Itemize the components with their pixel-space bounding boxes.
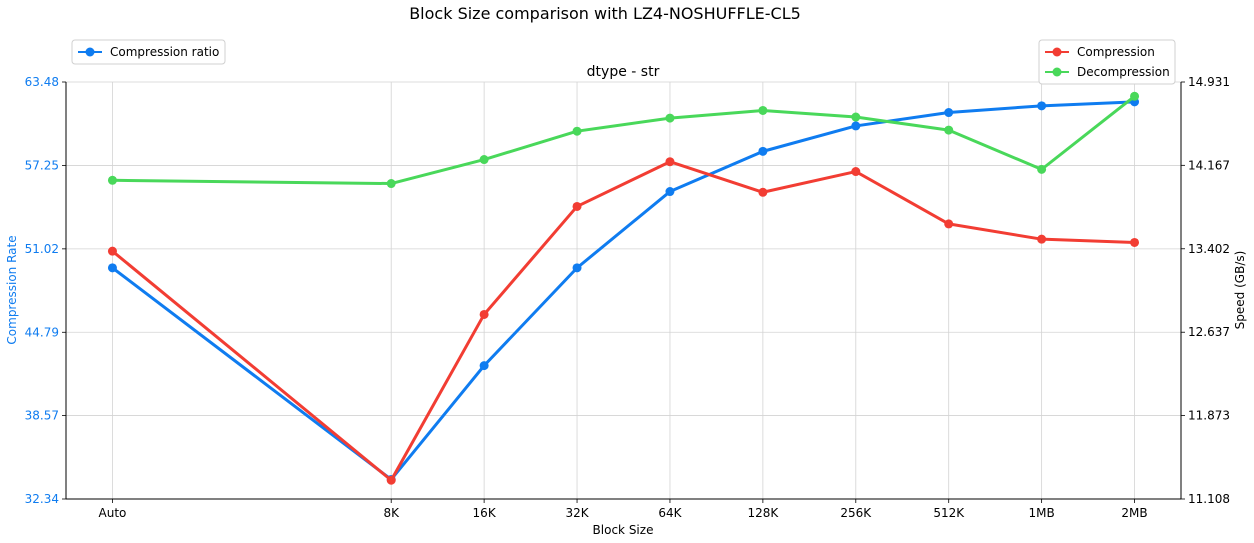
x-tick-label: 1MB (1029, 506, 1055, 520)
data-point-decompression (479, 155, 489, 165)
data-point-compression (479, 309, 489, 319)
grid-lines (66, 81, 1181, 500)
tick-labels: Auto 8K 16K 32K 64K 128K 256K 512K 1MB 2MB 32.34 38… (25, 75, 1230, 520)
data-point-decompression (572, 126, 582, 136)
legend-compression-ratio: Compression ratio (71, 39, 226, 65)
data-point-compression-ratio (665, 187, 675, 197)
data-point-compression (944, 219, 954, 229)
left-y-axis-label: Compression Rate (5, 235, 19, 344)
right-y-tick-label: 12.637 (1188, 325, 1230, 339)
data-point-compression (758, 187, 768, 197)
data-point-compression (665, 157, 675, 167)
data-point-compression (107, 246, 117, 256)
data-point-decompression (758, 105, 768, 115)
data-point-compression-ratio (1037, 101, 1047, 111)
right-y-tick-label: 14.931 (1188, 75, 1230, 89)
x-axis-label: Block Size (593, 523, 654, 537)
left-y-tick-label: 57.25 (25, 158, 59, 172)
x-tick-label: 128K (747, 506, 779, 520)
x-tick-label: 8K (383, 506, 400, 520)
right-y-tick-label: 11.873 (1188, 409, 1230, 423)
x-tick-label: 256K (840, 506, 872, 520)
left-y-tick-label: 51.02 (25, 242, 59, 256)
data-point-compression-ratio (851, 121, 861, 131)
data-point-decompression (1130, 91, 1140, 101)
chart-subtitle: dtype - str (587, 64, 660, 80)
legend-label-compression-ratio: Compression ratio (110, 45, 219, 59)
data-point-compression (386, 475, 396, 485)
x-tick-label: Auto (99, 506, 127, 520)
legend-speed: Compression Decompression (1038, 39, 1176, 85)
x-tick-label: 32K (565, 506, 589, 520)
plot-series (107, 91, 1140, 485)
left-y-tick-label: 63.48 (25, 75, 59, 89)
left-y-tick-label: 38.57 (25, 409, 59, 423)
data-point-compression-ratio (572, 263, 582, 273)
data-point-compression (572, 201, 582, 211)
legend-label-decompression: Decompression (1077, 65, 1170, 79)
data-point-decompression (944, 125, 954, 135)
legend-marker-compression-ratio (85, 47, 95, 57)
data-point-decompression (851, 112, 861, 122)
chart-title: Block Size comparison with LZ4-NOSHUFFLE… (409, 4, 801, 23)
legend-box (1038, 39, 1176, 85)
data-point-decompression (665, 113, 675, 123)
x-tick-label: 16K (473, 506, 497, 520)
right-y-axis-label: Speed (GB/s) (1233, 251, 1247, 330)
data-point-compression-ratio (758, 146, 768, 156)
left-y-tick-label: 32.34 (25, 492, 59, 506)
axes (62, 81, 1185, 503)
data-point-compression-ratio (107, 263, 117, 273)
x-tick-label: 64K (658, 506, 682, 520)
data-point-compression (851, 167, 861, 177)
data-point-compression (1130, 237, 1140, 247)
right-y-tick-label: 14.167 (1188, 158, 1230, 172)
data-point-decompression (107, 175, 117, 185)
legend-label-compression: Compression (1077, 45, 1155, 59)
legend-box (71, 39, 226, 65)
series-line-compression-ratio (111, 100, 1135, 481)
series-line-compression (111, 160, 1135, 482)
data-point-compression-ratio (479, 361, 489, 371)
data-point-decompression (386, 179, 396, 189)
series-line-decompression (112, 95, 1136, 186)
data-point-compression-ratio (944, 108, 954, 118)
data-point-decompression (1037, 164, 1047, 174)
legend-marker-decompression (1052, 67, 1062, 77)
data-point-compression (1037, 234, 1047, 244)
right-y-tick-label: 13.402 (1188, 242, 1230, 256)
right-y-tick-label: 11.108 (1188, 492, 1230, 506)
x-tick-label: 512K (933, 506, 965, 520)
legend-marker-compression (1052, 47, 1062, 57)
x-tick-label: 2MB (1121, 506, 1147, 520)
left-y-tick-label: 44.79 (25, 325, 59, 339)
